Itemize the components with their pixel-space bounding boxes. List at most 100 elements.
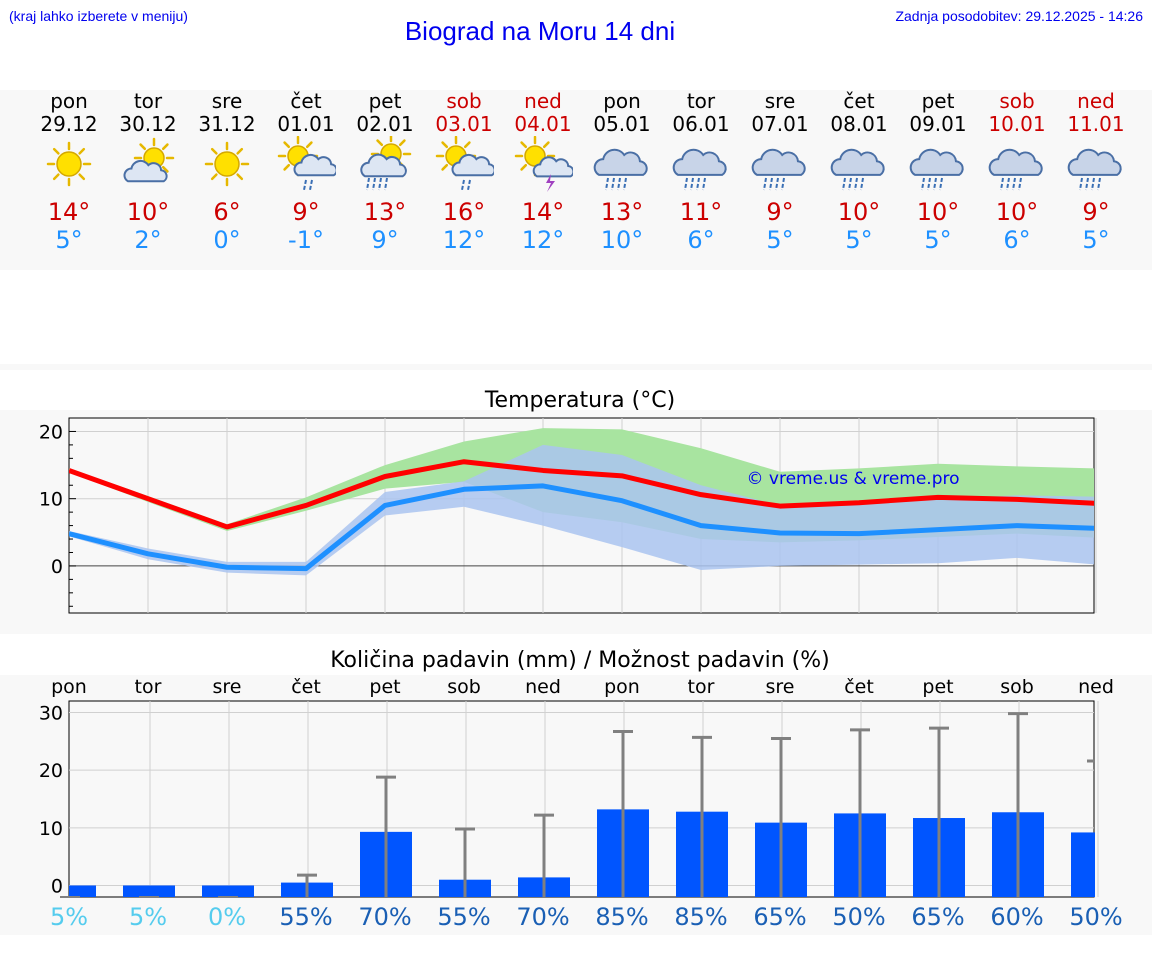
min-range-band bbox=[69, 444, 1094, 576]
precip-probability: 55% bbox=[279, 903, 333, 931]
rain-cloud-icon bbox=[988, 148, 1043, 191]
y-tick-label: 20 bbox=[39, 760, 63, 782]
day-name: sre bbox=[211, 89, 243, 113]
temp-min: 10° bbox=[600, 226, 644, 254]
sun-icon bbox=[46, 141, 92, 187]
temp-min: 2° bbox=[134, 226, 162, 254]
precip-probability: 70% bbox=[358, 903, 412, 931]
precip-day-label: ned bbox=[1078, 676, 1114, 698]
precip-day-label: pet bbox=[922, 676, 954, 698]
rain-cloud-icon bbox=[830, 148, 885, 191]
precip-probability: 85% bbox=[674, 903, 728, 931]
precip-probability: 60% bbox=[990, 903, 1044, 931]
day-name: sob bbox=[999, 89, 1035, 113]
precip-probability: 50% bbox=[1069, 903, 1123, 931]
precip-day-label: čet bbox=[291, 676, 321, 698]
min-temp-line bbox=[69, 483, 1094, 572]
precip-day-label: tor bbox=[134, 676, 162, 698]
day-name: pet bbox=[921, 89, 955, 113]
precip-bar bbox=[1071, 832, 1095, 897]
precip-probability: 0% bbox=[207, 903, 247, 931]
y-tick-label: 0 bbox=[51, 875, 63, 897]
watermark: © vreme.us & vreme.pro bbox=[746, 469, 959, 489]
rain-cloud-icon bbox=[672, 148, 727, 191]
temperature-chart: 0 10 20 © vreme.us & vreme.pro bbox=[39, 417, 1097, 614]
precip-probability: 65% bbox=[911, 903, 965, 931]
temp-max: 14° bbox=[47, 198, 91, 226]
precip-day-label: sob bbox=[1000, 676, 1034, 698]
y-tick-label: 10 bbox=[39, 818, 63, 840]
sun-rain-cloud-icon bbox=[277, 136, 336, 191]
day-name: ned bbox=[1077, 89, 1115, 113]
temp-min: 9° bbox=[371, 226, 399, 254]
temp-min: 12° bbox=[442, 226, 486, 254]
divider bbox=[0, 364, 1152, 370]
y-tick-label: 0 bbox=[51, 556, 63, 578]
precip-day-label: pon bbox=[51, 676, 87, 698]
location-hint[interactable]: (kraj lahko izberete v meniju) bbox=[9, 8, 188, 24]
day-name: pet bbox=[368, 89, 402, 113]
temp-min: -1° bbox=[288, 226, 324, 254]
day-date: 05.01 bbox=[593, 112, 651, 136]
sun-thunder-icon bbox=[514, 136, 573, 192]
precip-day-label: pon bbox=[604, 676, 640, 698]
sun-cloud-icon bbox=[123, 137, 175, 183]
precip-day-label: sob bbox=[447, 676, 481, 698]
precip-day-label: sre bbox=[212, 676, 242, 698]
precip-probability: 65% bbox=[753, 903, 807, 931]
precip-day-label: tor bbox=[687, 676, 715, 698]
temp-max: 6° bbox=[213, 198, 241, 226]
day-date: 29.12 bbox=[40, 112, 98, 136]
day-date: 01.01 bbox=[277, 112, 335, 136]
precip-probability: 85% bbox=[595, 903, 649, 931]
page-title: Biograd na Moru 14 dni bbox=[404, 16, 676, 46]
temp-min: 12° bbox=[521, 226, 565, 254]
temp-min: 0° bbox=[213, 226, 241, 254]
day-name: tor bbox=[686, 89, 716, 113]
day-name: sob bbox=[446, 89, 482, 113]
sun-heavy-rain-icon bbox=[360, 136, 412, 191]
temp-max: 13° bbox=[363, 198, 407, 226]
rain-cloud-icon bbox=[909, 148, 964, 191]
precip-probability: 5% bbox=[128, 903, 168, 931]
temp-max: 16° bbox=[442, 198, 486, 226]
day-date: 03.01 bbox=[435, 112, 493, 136]
precip-probability: 55% bbox=[437, 903, 491, 931]
day-name: ned bbox=[524, 89, 562, 113]
rain-cloud-icon bbox=[751, 148, 806, 191]
sun-rain-cloud-icon bbox=[435, 136, 494, 191]
day-date: 08.01 bbox=[830, 112, 888, 136]
precip-probability: 5% bbox=[49, 903, 89, 931]
sun-icon bbox=[204, 141, 250, 187]
temp-min: 5° bbox=[845, 226, 873, 254]
precip-bar bbox=[123, 885, 175, 897]
day-date: 02.01 bbox=[356, 112, 414, 136]
precip-day-label: ned bbox=[525, 676, 561, 698]
day-date: 09.01 bbox=[909, 112, 967, 136]
rain-cloud-icon bbox=[1067, 148, 1122, 191]
day-date: 30.12 bbox=[119, 112, 177, 136]
day-name: čet bbox=[290, 89, 322, 113]
precip-probability: 50% bbox=[832, 903, 886, 931]
temp-min: 5° bbox=[1082, 226, 1110, 254]
temp-min: 6° bbox=[1003, 226, 1031, 254]
precip-day-label: čet bbox=[844, 676, 874, 698]
temp-max: 9° bbox=[292, 198, 320, 226]
precipitation-chart: 0 10 20 30 bbox=[39, 700, 1099, 898]
day-date: 07.01 bbox=[751, 112, 809, 136]
temp-max: 9° bbox=[1082, 198, 1110, 226]
day-name: pon bbox=[603, 89, 641, 113]
max-temp-line bbox=[69, 459, 1094, 530]
precip-bar bbox=[202, 885, 254, 897]
temp-max: 14° bbox=[521, 198, 565, 226]
day-name: čet bbox=[843, 89, 875, 113]
temp-max: 10° bbox=[837, 198, 881, 226]
forecast-band bbox=[0, 90, 1152, 270]
temp-min: 5° bbox=[55, 226, 83, 254]
precip-day-label: sre bbox=[765, 676, 795, 698]
temp-min: 6° bbox=[687, 226, 715, 254]
y-tick-label: 30 bbox=[39, 703, 63, 725]
last-updated: Zadnja posodobitev: 29.12.2025 - 14:26 bbox=[895, 8, 1143, 24]
temp-max: 13° bbox=[600, 198, 644, 226]
temperature-chart-title: Temperatura (°C) bbox=[484, 388, 676, 413]
